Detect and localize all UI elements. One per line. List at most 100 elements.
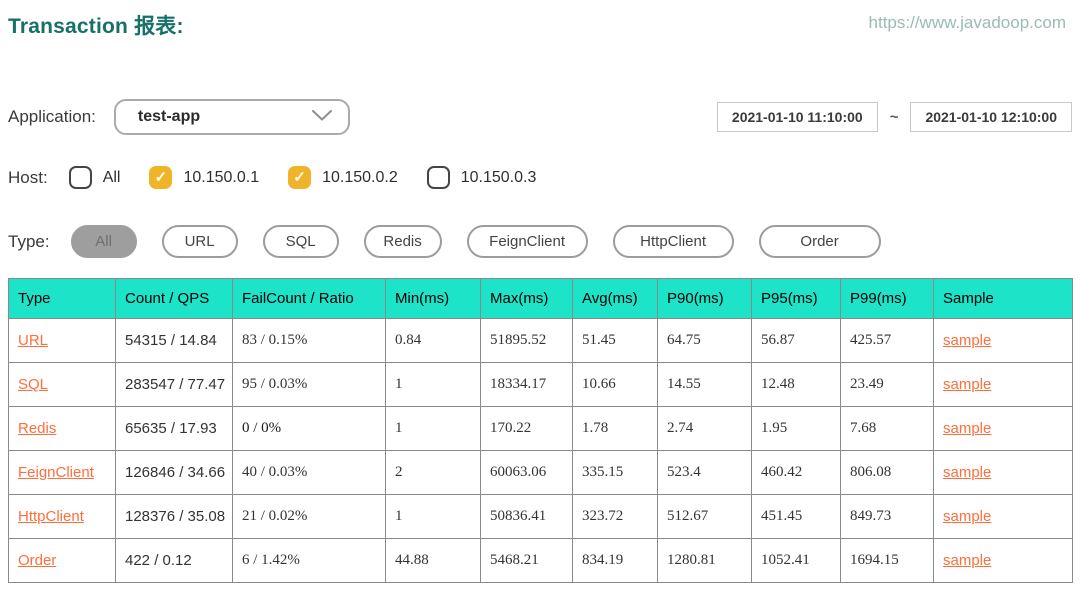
type-link-url[interactable]: URL	[18, 332, 49, 349]
col-header-min: Min(ms)	[385, 278, 481, 319]
count-qps-cell: 126846 / 34.66	[115, 450, 233, 495]
site-url: https://www.javadoop.com	[868, 13, 1066, 32]
p90-cell: 64.75	[657, 318, 752, 363]
max-cell: 50836.41	[480, 494, 573, 539]
count-qps-cell: 54315 / 14.84	[115, 318, 233, 363]
top-bar: Transaction 报表: https://www.javadoop.com	[8, 10, 1072, 40]
host-option-label: 10.150.0.1	[183, 168, 260, 186]
min-cell: 2	[385, 450, 481, 495]
application-select[interactable]: test-app	[113, 99, 350, 135]
p95-cell: 1052.41	[751, 538, 841, 583]
col-header-sample: Sample	[933, 278, 1073, 319]
table-row-url: URL 54315 / 14.84 83 / 0.15% 0.84 51895.…	[8, 318, 1073, 363]
min-cell: 0.84	[385, 318, 481, 363]
p90-cell: 512.67	[657, 494, 752, 539]
min-cell: 44.88	[385, 538, 481, 583]
type-link-order[interactable]: Order	[18, 552, 57, 569]
type-link-sql[interactable]: SQL	[18, 376, 49, 393]
min-cell: 1	[385, 406, 481, 451]
count-qps-cell: 65635 / 17.93	[115, 406, 233, 451]
table-row-order: Order 422 / 0.12 6 / 1.42% 44.88 5468.21…	[8, 538, 1073, 583]
p99-cell: 1694.15	[840, 538, 934, 583]
col-header-p90: P90(ms)	[657, 278, 752, 319]
host-checkbox-10-150-0-1[interactable]	[149, 166, 173, 189]
failcount-cell: 6 / 1.42%	[232, 538, 386, 583]
p99-cell: 806.08	[840, 450, 934, 495]
p95-cell: 451.45	[751, 494, 841, 539]
p90-cell: 523.4	[657, 450, 752, 495]
col-header-type: Type	[8, 278, 116, 319]
p95-cell: 56.87	[751, 318, 841, 363]
failcount-cell: 0 / 0%	[232, 406, 386, 451]
host-option-label: 10.150.0.3	[460, 168, 537, 186]
failcount-cell: 95 / 0.03%	[232, 362, 386, 407]
failcount-cell: 40 / 0.03%	[232, 450, 386, 495]
host-checkbox-10-150-0-3[interactable]	[426, 166, 450, 189]
p95-cell: 1.95	[751, 406, 841, 451]
col-header-count-qps: Count / QPS	[115, 278, 233, 319]
count-qps-cell: 422 / 0.12	[115, 538, 233, 583]
table-row-feignclient: FeignClient 126846 / 34.66 40 / 0.03% 2 …	[8, 450, 1073, 495]
application-label: Application:	[8, 107, 96, 126]
host-label: Host:	[8, 167, 48, 187]
transaction-table: Type Count / QPS FailCount / Ratio Min(m…	[8, 278, 1073, 583]
application-row: Application: test-app 2021-01-10 11:10:0…	[8, 99, 1072, 135]
type-link-redis[interactable]: Redis	[18, 420, 57, 437]
sample-link[interactable]: sample	[943, 332, 992, 349]
type-row: Type: All URL SQL Redis FeignClient Http…	[8, 225, 1072, 258]
type-link-httpclient[interactable]: HttpClient	[18, 508, 84, 525]
host-option-label: All	[102, 168, 121, 186]
failcount-cell: 21 / 0.02%	[232, 494, 386, 539]
avg-cell: 10.66	[572, 362, 658, 407]
type-button-url[interactable]: URL	[161, 225, 238, 258]
type-button-sql[interactable]: SQL	[262, 225, 339, 258]
sample-link[interactable]: sample	[943, 376, 992, 393]
col-header-avg: Avg(ms)	[572, 278, 658, 319]
host-row: Host: All 10.150.0.1 10.150.0.2 10.150.0…	[8, 166, 1072, 189]
host-option-label: 10.150.0.2	[322, 168, 398, 186]
p90-cell: 2.74	[657, 406, 752, 451]
check-icon	[293, 170, 306, 185]
table-row-httpclient: HttpClient 128376 / 35.08 21 / 0.02% 1 5…	[8, 494, 1073, 539]
col-header-p95: P95(ms)	[751, 278, 841, 319]
host-option-2: 10.150.0.2	[288, 166, 398, 189]
date-end-input[interactable]: 2021-01-10 12:10:00	[910, 102, 1072, 132]
p99-cell: 849.73	[840, 494, 934, 539]
sample-link[interactable]: sample	[943, 552, 992, 569]
col-header-failcount-ratio: FailCount / Ratio	[232, 278, 386, 319]
host-option-all: All	[68, 166, 121, 189]
col-header-max: Max(ms)	[480, 278, 573, 319]
type-link-feignclient[interactable]: FeignClient	[18, 464, 94, 481]
type-button-httpclient[interactable]: HttpClient	[612, 225, 734, 258]
avg-cell: 1.78	[572, 406, 658, 451]
host-option-1: 10.150.0.1	[149, 166, 259, 189]
check-icon	[155, 170, 168, 185]
p95-cell: 12.48	[751, 362, 841, 407]
failcount-cell: 83 / 0.15%	[232, 318, 386, 363]
p99-cell: 23.49	[840, 362, 934, 407]
application-selected-value: test-app	[137, 108, 201, 125]
max-cell: 18334.17	[480, 362, 573, 407]
min-cell: 1	[385, 362, 481, 407]
date-start-input[interactable]: 2021-01-10 11:10:00	[716, 102, 878, 132]
host-checkbox-all[interactable]	[68, 166, 92, 189]
type-button-feignclient[interactable]: FeignClient	[466, 225, 588, 258]
date-range-separator: ~	[889, 108, 899, 126]
avg-cell: 834.19	[572, 538, 658, 583]
p95-cell: 460.42	[751, 450, 841, 495]
type-button-redis[interactable]: Redis	[363, 225, 442, 258]
sample-link[interactable]: sample	[943, 508, 992, 525]
sample-link[interactable]: sample	[943, 420, 992, 437]
type-label: Type:	[8, 231, 50, 251]
col-header-p99: P99(ms)	[840, 278, 934, 319]
type-button-order[interactable]: Order	[758, 225, 881, 258]
min-cell: 1	[385, 494, 481, 539]
count-qps-cell: 283547 / 77.47	[115, 362, 233, 407]
host-checkbox-10-150-0-2[interactable]	[288, 166, 312, 189]
page-title: Transaction 报表:	[8, 15, 184, 38]
date-range: 2021-01-10 11:10:00 ~ 2021-01-10 12:10:0…	[716, 102, 1072, 132]
table-header-row: Type Count / QPS FailCount / Ratio Min(m…	[8, 278, 1073, 319]
sample-link[interactable]: sample	[943, 464, 992, 481]
type-button-all[interactable]: All	[70, 225, 137, 258]
